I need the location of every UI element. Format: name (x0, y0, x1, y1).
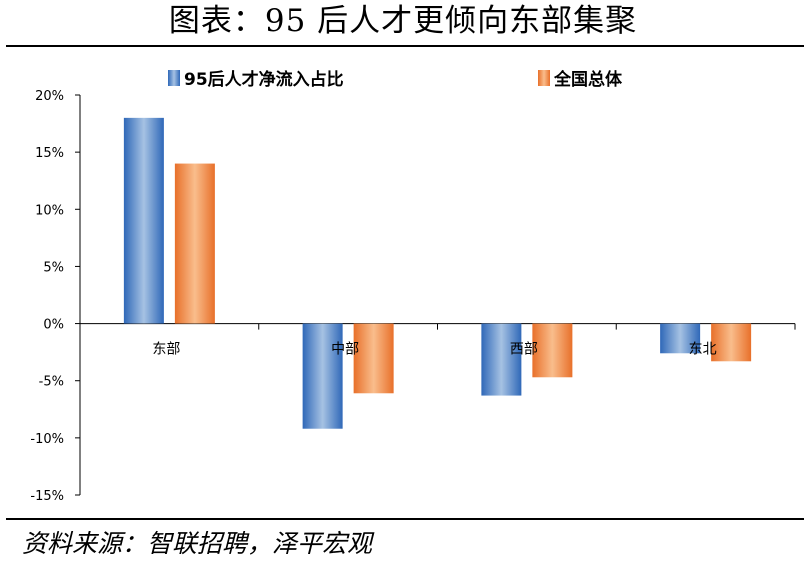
bar (302, 323, 343, 429)
y-tick-label: 5% (43, 260, 64, 275)
x-category-label: 东部 (152, 342, 180, 358)
bar (532, 323, 573, 378)
source-note: 资料来源：智联招聘，泽平宏观 (22, 529, 373, 558)
x-category-label: 西部 (510, 342, 538, 358)
y-tick-label: 15% (35, 146, 64, 161)
bar (481, 323, 522, 396)
y-tick-label: 0% (43, 318, 64, 333)
y-tick-label: 10% (35, 203, 64, 218)
y-tick-label: -15% (30, 489, 64, 504)
legend-swatch (168, 70, 180, 86)
x-category-label: 东北 (689, 342, 717, 358)
y-tick-label: -5% (39, 375, 64, 390)
bars (123, 117, 752, 429)
bar (711, 323, 752, 362)
legend-label: 95后人才净流入占比 (184, 69, 344, 90)
y-tick-label: 20% (35, 89, 64, 104)
bar (660, 323, 701, 354)
legend: 95后人才净流入占比 全国总体 (168, 69, 623, 90)
bar (123, 117, 164, 324)
legend-label: 全国总体 (553, 69, 623, 90)
legend-swatch (538, 70, 550, 86)
source-divider (6, 518, 804, 520)
y-tick-label: -10% (30, 432, 64, 447)
bar (353, 323, 394, 394)
title-divider (6, 45, 804, 47)
labels: 20% 15% 10% 5% 0% -5% -10% -15% 东部 中部 西部 东北 (30, 89, 716, 504)
page-title: 图表：95 后人才更倾向东部集聚 (168, 3, 638, 39)
x-category-label: 中部 (331, 342, 359, 358)
bar (174, 163, 215, 324)
